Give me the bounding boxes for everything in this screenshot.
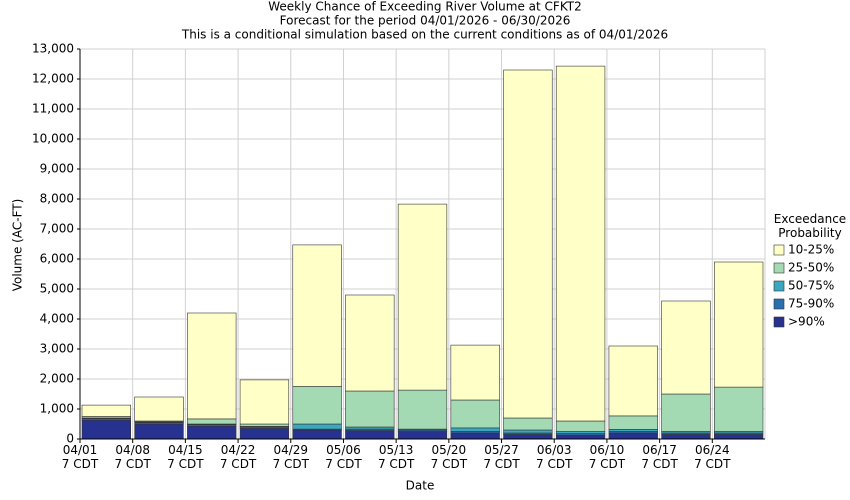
- bar-segment: [503, 429, 553, 434]
- chart-title: Weekly Chance of Exceeding River Volume …: [268, 0, 581, 14]
- x-tick-label: 05/27 7 CDT: [483, 443, 520, 471]
- legend-label: 25-50%: [788, 261, 834, 275]
- bar-segment: [503, 417, 553, 431]
- y-tick-label: 2,000: [40, 372, 74, 386]
- bar-segment: [608, 432, 658, 440]
- legend-label: 75-90%: [788, 297, 834, 311]
- y-tick-label: 0: [66, 432, 74, 446]
- y-tick-label: 9,000: [40, 162, 74, 176]
- bar-segment: [134, 423, 184, 440]
- x-tick-label: 06/10 7 CDT: [588, 443, 626, 471]
- bar-segment: [239, 423, 290, 427]
- y-tick-label: 7,000: [40, 222, 74, 236]
- bar-segment: [397, 431, 448, 440]
- bar-segment: [555, 431, 606, 434]
- bar-segment: [345, 430, 395, 440]
- y-tick-label: 11,000: [32, 102, 74, 116]
- bar-segment: [608, 345, 658, 417]
- legend-swatch: [773, 244, 785, 256]
- bar-segment: [81, 404, 131, 417]
- bar-segment: [239, 428, 290, 440]
- bar-segment: [292, 244, 342, 387]
- y-tick-label: 1,000: [40, 402, 74, 416]
- x-tick-label: 04/01 7 CDT: [61, 443, 99, 471]
- bar-segment: [81, 419, 131, 440]
- y-tick-label: 12,000: [32, 72, 74, 86]
- bar-segment: [503, 434, 553, 440]
- y-tick-label: 5,000: [40, 282, 74, 296]
- bar-segment: [450, 432, 500, 440]
- chart-caption: This is a conditional simulation based o…: [181, 28, 668, 42]
- bar-segment: [134, 396, 184, 422]
- y-tick-label: 3,000: [40, 342, 74, 356]
- bar-segment: [661, 434, 711, 440]
- x-tick-label: 04/15 7 CDT: [167, 443, 204, 471]
- x-tick-label: 06/03 7 CDT: [536, 443, 573, 471]
- y-tick-label: 13,000: [32, 42, 74, 56]
- bar-segment: [503, 69, 553, 419]
- bar-segment: [555, 434, 606, 440]
- legend-label: >90%: [788, 315, 825, 329]
- x-tick-label: 04/22 7 CDT: [219, 443, 257, 471]
- bar-segment: [187, 418, 237, 425]
- chart-subtitle: Forecast for the period 04/01/2026 - 06/…: [280, 14, 571, 28]
- bar-segment: [450, 399, 500, 429]
- y-axis-label: Volume (AC-FT): [11, 199, 25, 292]
- bar-segment: [450, 427, 500, 432]
- legend-swatch: [773, 298, 785, 310]
- x-tick-label: 06/24 7 CDT: [694, 443, 731, 471]
- bar-segment: [714, 261, 764, 388]
- legend-label: 50-75%: [788, 279, 834, 293]
- bar-segment: [608, 429, 658, 432]
- x-tick-label: 04/29 7 CDT: [272, 443, 309, 471]
- bar-segment: [555, 420, 606, 432]
- bar-segment: [555, 65, 606, 422]
- bar-segment: [187, 425, 237, 440]
- legend-swatch: [773, 316, 785, 328]
- x-tick-label: 06/17 7 CDT: [641, 443, 678, 471]
- bar-segment: [397, 203, 448, 391]
- y-tick-label: 8,000: [40, 192, 74, 206]
- bar-segment: [187, 312, 237, 420]
- bar-segment: [661, 300, 711, 395]
- x-tick-label: 04/08 7 CDT: [114, 443, 151, 471]
- bar-segment: [239, 379, 290, 425]
- bar-segment: [661, 393, 711, 432]
- bar-segment: [450, 344, 500, 401]
- bar-segment: [714, 434, 764, 440]
- legend-label: 10-25%: [788, 243, 834, 257]
- y-tick-label: 4,000: [40, 312, 74, 326]
- bar-segment: [714, 386, 764, 432]
- y-tick-label: 10,000: [32, 132, 74, 146]
- x-tick-label: 05/20 7 CDT: [430, 443, 468, 471]
- legend-swatch: [773, 280, 785, 292]
- bar-segment: [292, 423, 342, 430]
- bar-segment: [292, 386, 342, 425]
- bar-segment: [608, 415, 658, 430]
- x-tick-label: 05/06 7 CDT: [325, 443, 362, 471]
- x-axis-label: Date: [406, 479, 435, 493]
- bar-segment: [345, 426, 395, 430]
- legend-swatch: [773, 262, 785, 274]
- bar-segment: [292, 429, 342, 440]
- legend-title: Exceedance Probability: [773, 212, 847, 240]
- bar-segment: [345, 390, 395, 428]
- x-tick-label: 05/13 7 CDT: [377, 443, 415, 471]
- bar-segment: [397, 389, 448, 430]
- bar-segment: [345, 294, 395, 392]
- y-tick-label: 6,000: [40, 252, 74, 266]
